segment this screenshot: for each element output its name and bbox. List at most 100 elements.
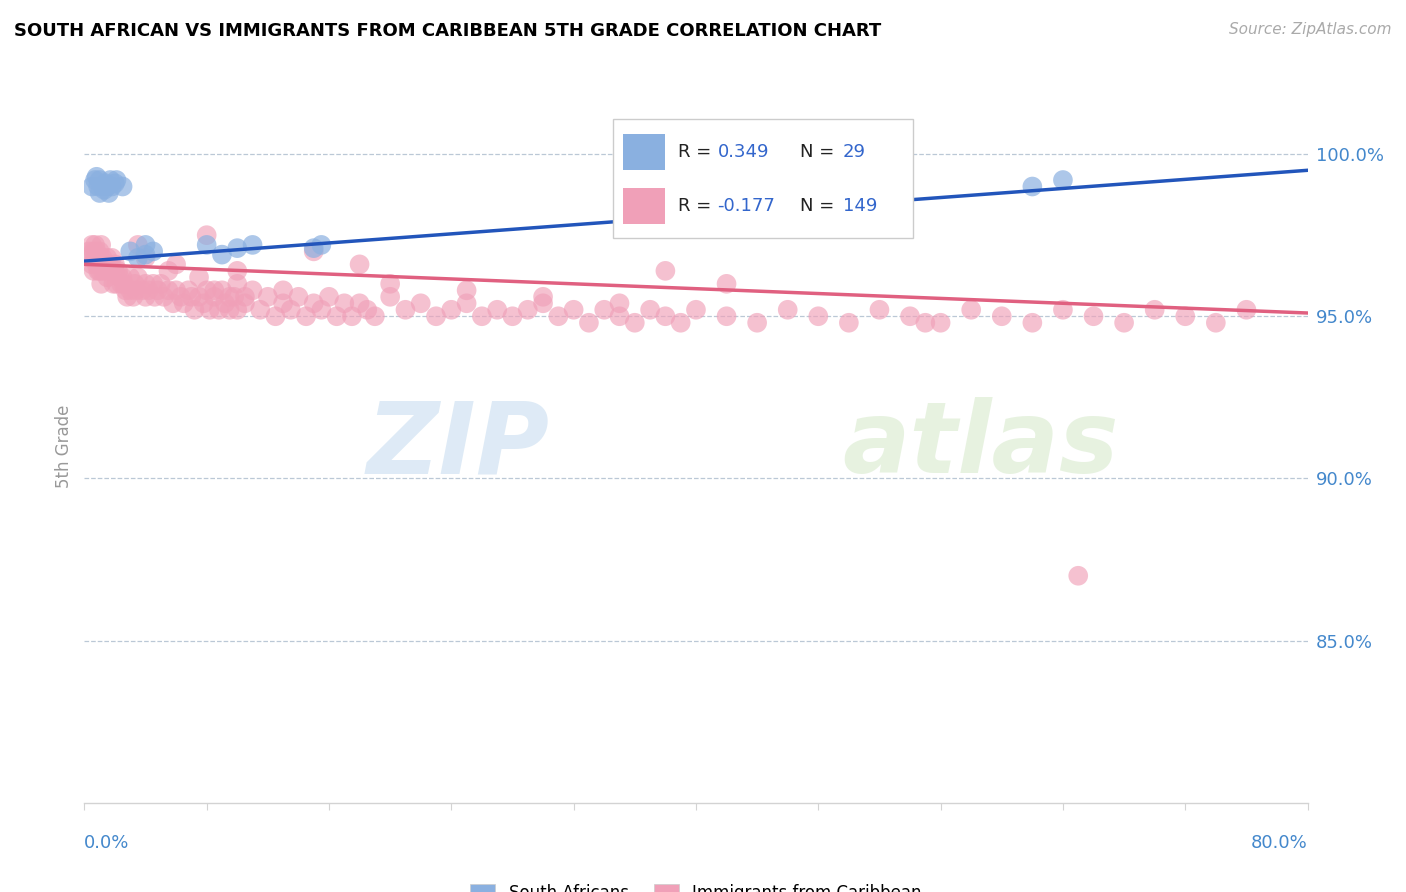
Point [242, 238, 264, 252]
Text: SOUTH AFRICAN VS IMMIGRANTS FROM CARIBBEAN 5TH GRADE CORRELATION CHART: SOUTH AFRICAN VS IMMIGRANTS FROM CARIBBE… [14, 22, 882, 40]
Point [747, 316, 769, 330]
Point [1021, 316, 1043, 330]
Point [90, 238, 112, 252]
Point [502, 310, 524, 324]
Point [131, 283, 153, 297]
Bar [623, 134, 665, 169]
Point [90, 277, 112, 291]
Point [776, 302, 799, 317]
Point [654, 264, 676, 278]
Text: Source: ZipAtlas.com: Source: ZipAtlas.com [1229, 22, 1392, 37]
Point [233, 290, 256, 304]
Point [214, 296, 236, 310]
Point [98, 173, 121, 187]
Point [135, 238, 157, 252]
Point [195, 228, 218, 243]
Point [807, 310, 830, 324]
Point [91, 251, 114, 265]
Point [86, 244, 108, 259]
Point [80, 238, 103, 252]
Text: 29: 29 [842, 143, 866, 161]
Point [103, 277, 125, 291]
Point [211, 247, 233, 261]
Point [146, 283, 169, 297]
Point [233, 296, 256, 310]
Point [1205, 316, 1227, 330]
Point [869, 302, 891, 317]
Point [89, 244, 111, 259]
Point [211, 283, 233, 297]
Point [83, 244, 105, 259]
Legend: South Africans, Immigrants from Caribbean: South Africans, Immigrants from Caribbea… [464, 877, 928, 892]
Point [195, 283, 218, 297]
Point [380, 277, 402, 291]
Point [91, 264, 114, 278]
Point [1021, 179, 1043, 194]
Text: 0.349: 0.349 [717, 143, 769, 161]
Point [325, 310, 347, 324]
Point [112, 277, 135, 291]
Point [86, 257, 108, 271]
Point [202, 283, 225, 297]
Point [183, 302, 205, 317]
Point [302, 241, 325, 255]
Point [898, 310, 921, 324]
Point [87, 179, 110, 194]
Point [135, 247, 157, 261]
Point [609, 310, 631, 324]
Point [124, 277, 146, 291]
Point [198, 302, 221, 317]
Point [84, 173, 107, 187]
Point [101, 251, 124, 265]
Point [165, 257, 187, 271]
Text: 80.0%: 80.0% [1251, 834, 1308, 852]
Point [165, 283, 187, 297]
Point [425, 310, 447, 324]
Point [340, 310, 363, 324]
Point [89, 186, 111, 200]
Point [456, 283, 478, 297]
Point [115, 290, 138, 304]
Point [127, 270, 149, 285]
Point [105, 173, 128, 187]
Point [104, 176, 127, 190]
Point [77, 244, 100, 259]
Text: R =: R = [678, 197, 711, 215]
Point [195, 238, 218, 252]
Point [127, 238, 149, 252]
Point [177, 283, 200, 297]
Point [86, 169, 108, 184]
Point [98, 264, 121, 278]
Point [122, 290, 145, 304]
Point [302, 296, 325, 310]
Text: R =: R = [678, 143, 711, 161]
Point [838, 316, 860, 330]
Point [114, 283, 136, 297]
Point [79, 251, 101, 265]
Point [120, 244, 142, 259]
Point [111, 179, 134, 194]
Point [87, 264, 110, 278]
Point [104, 257, 127, 271]
Point [271, 283, 294, 297]
Point [153, 290, 176, 304]
Point [531, 296, 554, 310]
Text: N =: N = [800, 143, 834, 161]
Point [287, 290, 309, 304]
Point [218, 302, 240, 317]
Text: N =: N = [800, 197, 834, 215]
Point [89, 257, 111, 271]
Point [349, 257, 371, 271]
Point [547, 310, 569, 324]
Point [180, 290, 202, 304]
Point [93, 183, 115, 197]
Point [333, 296, 356, 310]
Point [173, 296, 195, 310]
Point [280, 302, 302, 317]
Point [120, 270, 142, 285]
Point [105, 277, 128, 291]
Point [89, 264, 111, 278]
Point [249, 302, 271, 317]
Point [157, 283, 180, 297]
Point [143, 290, 166, 304]
